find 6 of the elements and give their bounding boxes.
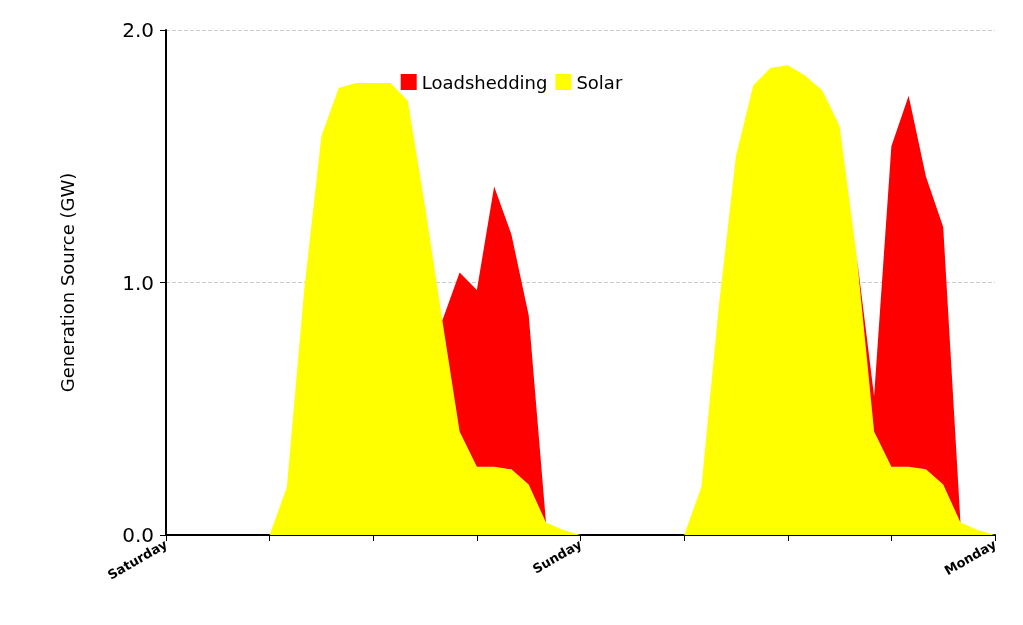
y-tick-label: 2.0 [122, 18, 154, 42]
y-tick-label: 1.0 [122, 270, 154, 295]
y-tick-label: 0.0 [122, 523, 154, 547]
legend-label: Loadshedding [421, 71, 548, 93]
legend-label: Solar [576, 71, 623, 93]
y-axis-title: Generation Source (GW) [56, 172, 78, 393]
